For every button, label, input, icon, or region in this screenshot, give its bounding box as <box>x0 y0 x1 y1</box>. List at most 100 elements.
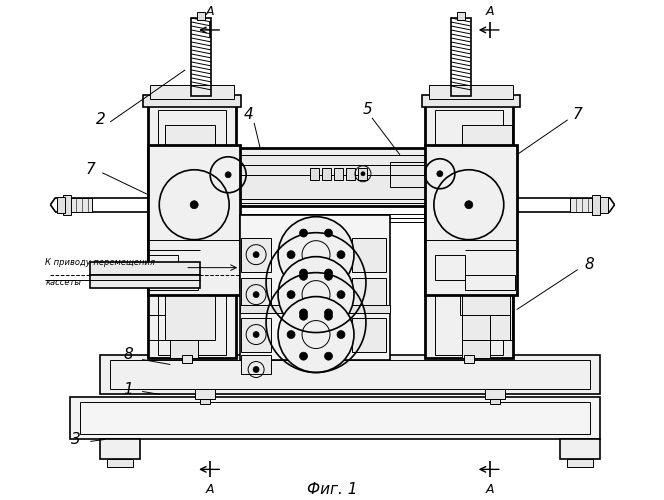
Bar <box>435 110 503 354</box>
Bar <box>148 103 236 358</box>
Bar <box>203 155 456 198</box>
Circle shape <box>287 250 295 258</box>
Bar <box>165 125 215 340</box>
Bar <box>451 18 471 96</box>
Circle shape <box>299 309 307 317</box>
Bar <box>570 198 592 211</box>
Bar <box>70 198 92 211</box>
Text: 7: 7 <box>573 108 582 122</box>
Bar <box>100 440 140 460</box>
Bar <box>196 148 463 206</box>
Bar <box>240 214 390 360</box>
Text: Фиг. 1: Фиг. 1 <box>307 482 357 497</box>
Text: 4: 4 <box>243 108 253 122</box>
Circle shape <box>337 290 345 298</box>
Bar <box>465 274 515 289</box>
Bar <box>425 103 513 358</box>
Circle shape <box>299 312 307 320</box>
Bar <box>241 238 271 272</box>
Text: 8: 8 <box>585 257 594 272</box>
Bar <box>197 12 205 20</box>
Bar <box>352 238 386 272</box>
Bar <box>566 460 593 468</box>
Circle shape <box>278 216 354 292</box>
Bar <box>241 354 271 374</box>
Bar <box>435 254 465 280</box>
Bar <box>352 278 386 312</box>
Circle shape <box>437 171 443 177</box>
Circle shape <box>299 229 307 237</box>
Bar <box>310 168 319 180</box>
Circle shape <box>253 332 259 338</box>
Bar <box>490 314 510 340</box>
Bar <box>390 162 460 186</box>
Bar <box>230 214 430 222</box>
Bar <box>100 354 600 395</box>
Bar <box>600 196 608 212</box>
Bar <box>322 168 331 180</box>
Text: А: А <box>206 5 214 18</box>
Bar <box>90 262 200 274</box>
Circle shape <box>278 256 354 332</box>
Bar <box>200 400 210 404</box>
Bar <box>158 110 226 354</box>
Circle shape <box>337 330 345 338</box>
Circle shape <box>325 352 333 360</box>
Bar <box>143 95 241 107</box>
Text: 2: 2 <box>96 112 105 128</box>
Circle shape <box>253 366 259 372</box>
Circle shape <box>325 269 333 277</box>
Bar <box>485 390 505 400</box>
Bar <box>462 340 490 357</box>
Circle shape <box>299 352 307 360</box>
Bar <box>457 12 465 20</box>
Bar <box>197 202 464 218</box>
Bar <box>110 360 590 390</box>
Bar <box>148 294 198 314</box>
Bar <box>462 125 512 340</box>
Bar <box>148 274 198 289</box>
Bar <box>170 340 198 357</box>
Bar <box>592 194 600 214</box>
Text: А: А <box>206 484 214 496</box>
Bar <box>182 354 192 362</box>
Bar <box>464 354 474 362</box>
Bar <box>70 398 600 440</box>
Bar <box>429 85 513 99</box>
Bar <box>240 304 390 312</box>
Circle shape <box>325 272 333 280</box>
Bar <box>90 274 200 287</box>
Circle shape <box>278 296 354 372</box>
Bar <box>460 294 510 314</box>
Bar <box>57 196 65 212</box>
Text: 3: 3 <box>70 432 80 447</box>
Bar <box>148 254 178 280</box>
Bar <box>108 460 133 468</box>
Bar <box>490 400 500 404</box>
Circle shape <box>465 200 473 208</box>
Text: А: А <box>485 5 494 18</box>
Circle shape <box>253 292 259 298</box>
Bar <box>218 165 438 175</box>
Bar <box>191 18 211 96</box>
Text: 1: 1 <box>124 382 133 397</box>
Bar <box>425 145 517 294</box>
Circle shape <box>337 250 345 258</box>
Text: 8: 8 <box>124 347 133 362</box>
Bar <box>422 95 520 107</box>
Circle shape <box>190 200 198 208</box>
Text: 5: 5 <box>363 102 373 118</box>
Text: кассеты: кассеты <box>45 278 82 286</box>
Circle shape <box>299 272 307 280</box>
Bar <box>352 318 386 352</box>
Circle shape <box>325 309 333 317</box>
Circle shape <box>287 290 295 298</box>
Circle shape <box>299 269 307 277</box>
Circle shape <box>325 312 333 320</box>
Text: А: А <box>485 484 494 496</box>
Circle shape <box>225 172 231 178</box>
Circle shape <box>253 252 259 258</box>
Bar <box>63 194 71 214</box>
Circle shape <box>325 229 333 237</box>
Bar <box>241 278 271 312</box>
